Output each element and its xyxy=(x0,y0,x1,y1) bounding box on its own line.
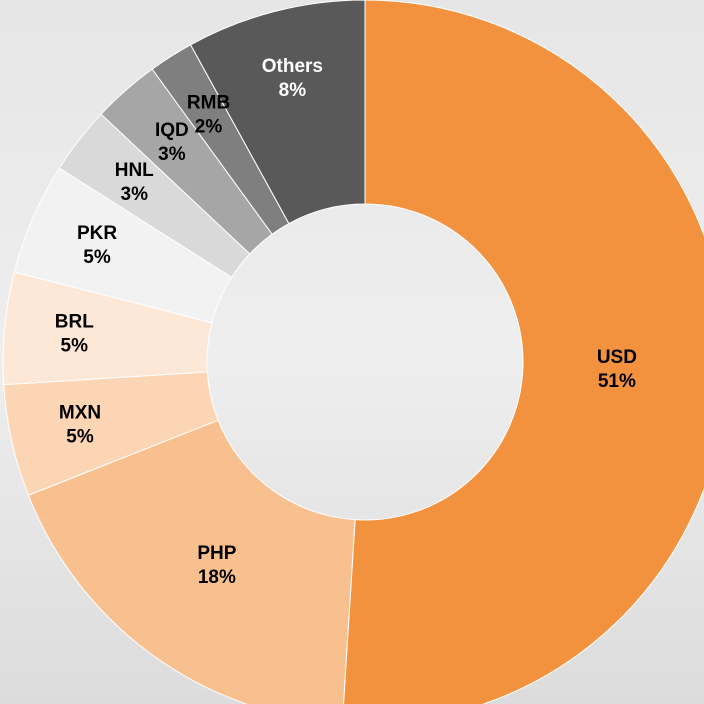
slice-label: IQD xyxy=(155,120,189,141)
slice-value-label: 5% xyxy=(61,336,89,357)
slice-label: Others xyxy=(262,56,323,77)
slice-label: HNL xyxy=(115,160,154,181)
slice-value-label: 8% xyxy=(279,80,307,101)
slice-value-label: 51% xyxy=(598,371,636,392)
slice-label: MXN xyxy=(59,403,101,424)
slice-label: USD xyxy=(597,347,637,368)
slice-value-label: 5% xyxy=(83,247,111,268)
donut-slice xyxy=(189,0,366,225)
slice-label: RMB xyxy=(187,92,230,113)
slice-value-label: 2% xyxy=(195,116,223,137)
donut-slice xyxy=(342,0,704,704)
slice-value-label: 3% xyxy=(121,184,149,205)
slice-value-label: 18% xyxy=(198,567,236,588)
slice-label: PHP xyxy=(197,543,236,564)
slice-value-label: 5% xyxy=(66,427,94,448)
slice-label: BRL xyxy=(55,312,94,333)
slice-value-label: 3% xyxy=(158,144,186,165)
donut-slice xyxy=(27,419,356,704)
slice-label: PKR xyxy=(77,223,117,244)
